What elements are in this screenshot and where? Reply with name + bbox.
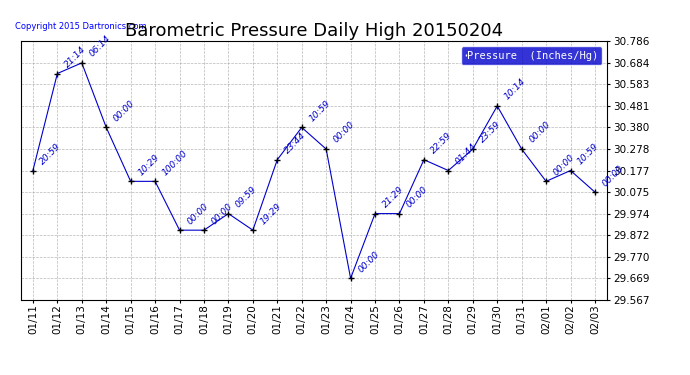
Text: 00:00: 00:00 <box>332 120 357 145</box>
Text: 00:00: 00:00 <box>210 201 235 226</box>
Title: Barometric Pressure Daily High 20150204: Barometric Pressure Daily High 20150204 <box>125 22 503 40</box>
Text: 00:00: 00:00 <box>112 99 137 123</box>
Text: 10:14: 10:14 <box>503 77 528 102</box>
Text: 00:00: 00:00 <box>356 249 381 274</box>
Text: 21:14: 21:14 <box>63 45 88 69</box>
Text: 00:00: 00:00 <box>552 152 576 177</box>
Text: 22:59: 22:59 <box>429 131 454 156</box>
Text: 100:00: 100:00 <box>161 148 190 177</box>
Text: 00:00: 00:00 <box>600 163 625 188</box>
Text: 00:00: 00:00 <box>527 120 552 145</box>
Legend: Pressure  (Inches/Hg): Pressure (Inches/Hg) <box>462 46 602 65</box>
Text: 10:59: 10:59 <box>307 99 332 123</box>
Text: 19:29: 19:29 <box>259 201 283 226</box>
Text: 21:29: 21:29 <box>381 185 405 210</box>
Text: 20:59: 20:59 <box>39 142 63 166</box>
Text: 09:59: 09:59 <box>234 185 259 210</box>
Text: 00:00: 00:00 <box>185 201 210 226</box>
Text: 01:44: 01:44 <box>454 142 479 166</box>
Text: 23:44: 23:44 <box>283 131 308 156</box>
Text: 00:00: 00:00 <box>405 185 430 210</box>
Text: Copyright 2015 Dartronics.com: Copyright 2015 Dartronics.com <box>15 22 146 31</box>
Text: 06:14: 06:14 <box>88 34 112 59</box>
Text: 23:59: 23:59 <box>478 120 503 145</box>
Text: 10:29: 10:29 <box>136 152 161 177</box>
Text: 10:59: 10:59 <box>576 142 601 166</box>
